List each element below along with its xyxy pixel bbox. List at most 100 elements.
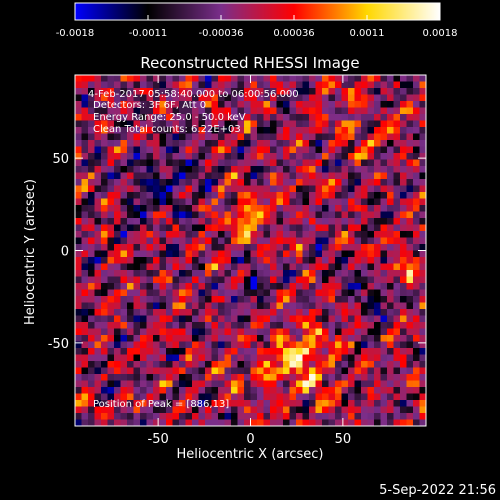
heatmap-cell <box>205 322 212 329</box>
heatmap-cell <box>348 127 355 134</box>
heatmap-cell <box>335 296 342 303</box>
heatmap-cell <box>413 348 420 355</box>
heatmap-cell <box>185 146 193 154</box>
heatmap-cell <box>263 127 271 134</box>
heatmap-cell <box>380 153 388 160</box>
heatmap-cell <box>296 120 303 128</box>
heatmap-cell <box>413 374 420 381</box>
heatmap-cell <box>211 94 219 102</box>
heatmap-cell <box>244 75 251 82</box>
heatmap-cell <box>400 309 407 316</box>
heatmap-cell <box>133 361 141 368</box>
heatmap-cell <box>218 88 225 95</box>
heatmap-cell <box>309 101 316 108</box>
heatmap-cell <box>133 159 141 167</box>
heatmap-cell <box>263 198 271 206</box>
heatmap-cell <box>387 185 394 193</box>
heatmap-cell <box>289 231 297 238</box>
heatmap-cell <box>211 185 219 193</box>
heatmap-cell <box>244 114 251 121</box>
heatmap-cell <box>348 387 355 394</box>
heatmap-cell <box>354 367 362 375</box>
heatmap-cell <box>107 413 115 420</box>
heatmap-cell <box>302 192 310 199</box>
heatmap-cell <box>335 159 342 167</box>
heatmap-cell <box>88 205 95 212</box>
heatmap-cell <box>172 114 180 121</box>
heatmap-cell <box>140 166 147 173</box>
heatmap-cell <box>94 198 102 206</box>
heatmap-cell <box>250 406 258 414</box>
heatmap-cell <box>81 172 89 180</box>
heatmap-cell <box>283 322 290 329</box>
heatmap-cell <box>335 328 342 336</box>
heatmap-cell <box>380 250 388 258</box>
heatmap-cell <box>107 257 115 264</box>
heatmap-cell <box>367 341 375 349</box>
heatmap-cell <box>387 244 394 251</box>
heatmap-cell <box>205 354 212 362</box>
heatmap-cell <box>231 270 238 277</box>
heatmap-cell <box>315 374 323 381</box>
heatmap-cell <box>75 309 82 316</box>
heatmap-cell <box>81 296 89 303</box>
heatmap-cell <box>133 166 141 173</box>
heatmap-cell <box>400 276 407 284</box>
heatmap-cell <box>101 341 108 349</box>
heatmap-cell <box>114 296 121 303</box>
heatmap-cell <box>133 328 141 336</box>
heatmap-cell <box>348 81 355 89</box>
heatmap-cell <box>185 94 193 102</box>
heatmap-cell <box>192 322 199 329</box>
heatmap-cell <box>107 101 115 108</box>
heatmap-cell <box>140 172 147 180</box>
heatmap-cell <box>354 296 362 303</box>
heatmap-cell <box>218 367 225 375</box>
heatmap-cell <box>367 88 375 95</box>
heatmap-cell <box>406 218 414 225</box>
heatmap-cell <box>107 179 115 186</box>
heatmap-cell <box>94 179 102 186</box>
heatmap-cell <box>413 185 420 193</box>
heatmap-cell <box>374 224 381 232</box>
colorbar-tick-label: 0.00036 <box>273 28 314 39</box>
heatmap-cell <box>283 250 290 258</box>
heatmap-cell <box>172 172 180 180</box>
heatmap-cell <box>244 400 251 407</box>
heatmap-cell <box>263 276 271 284</box>
heatmap-cell <box>341 419 349 427</box>
heatmap-cell <box>400 127 407 134</box>
heatmap-cell <box>257 133 264 141</box>
heatmap-cell <box>257 309 264 316</box>
heatmap-cell <box>146 205 154 212</box>
heatmap-cell <box>289 309 297 316</box>
heatmap-cell <box>270 276 277 284</box>
heatmap-cell <box>179 114 186 121</box>
heatmap-cell <box>179 400 186 407</box>
heatmap-cell <box>296 146 303 154</box>
heatmap-cell <box>361 211 368 219</box>
heatmap-cell <box>419 289 427 297</box>
heatmap-cell <box>94 140 102 147</box>
heatmap-cell <box>140 81 147 89</box>
heatmap-cell <box>270 185 277 193</box>
heatmap-cell <box>367 166 375 173</box>
heatmap-cell <box>328 231 336 238</box>
heatmap-cell <box>276 289 284 297</box>
heatmap-cell <box>250 413 258 420</box>
heatmap-cell <box>159 361 167 368</box>
heatmap-cell <box>185 159 193 167</box>
heatmap-cell <box>88 393 95 401</box>
heatmap-cell <box>302 315 310 323</box>
heatmap-cell <box>75 419 82 427</box>
heatmap-cell <box>198 374 206 381</box>
heatmap-cell <box>88 172 95 180</box>
heatmap-cell <box>413 335 420 342</box>
heatmap-cell <box>146 322 154 329</box>
heatmap-cell <box>387 133 394 141</box>
heatmap-cell <box>250 348 258 355</box>
heatmap-cell <box>250 101 258 108</box>
heatmap-cell <box>348 302 355 310</box>
heatmap-cell <box>133 120 141 128</box>
heatmap-cell <box>387 198 394 206</box>
